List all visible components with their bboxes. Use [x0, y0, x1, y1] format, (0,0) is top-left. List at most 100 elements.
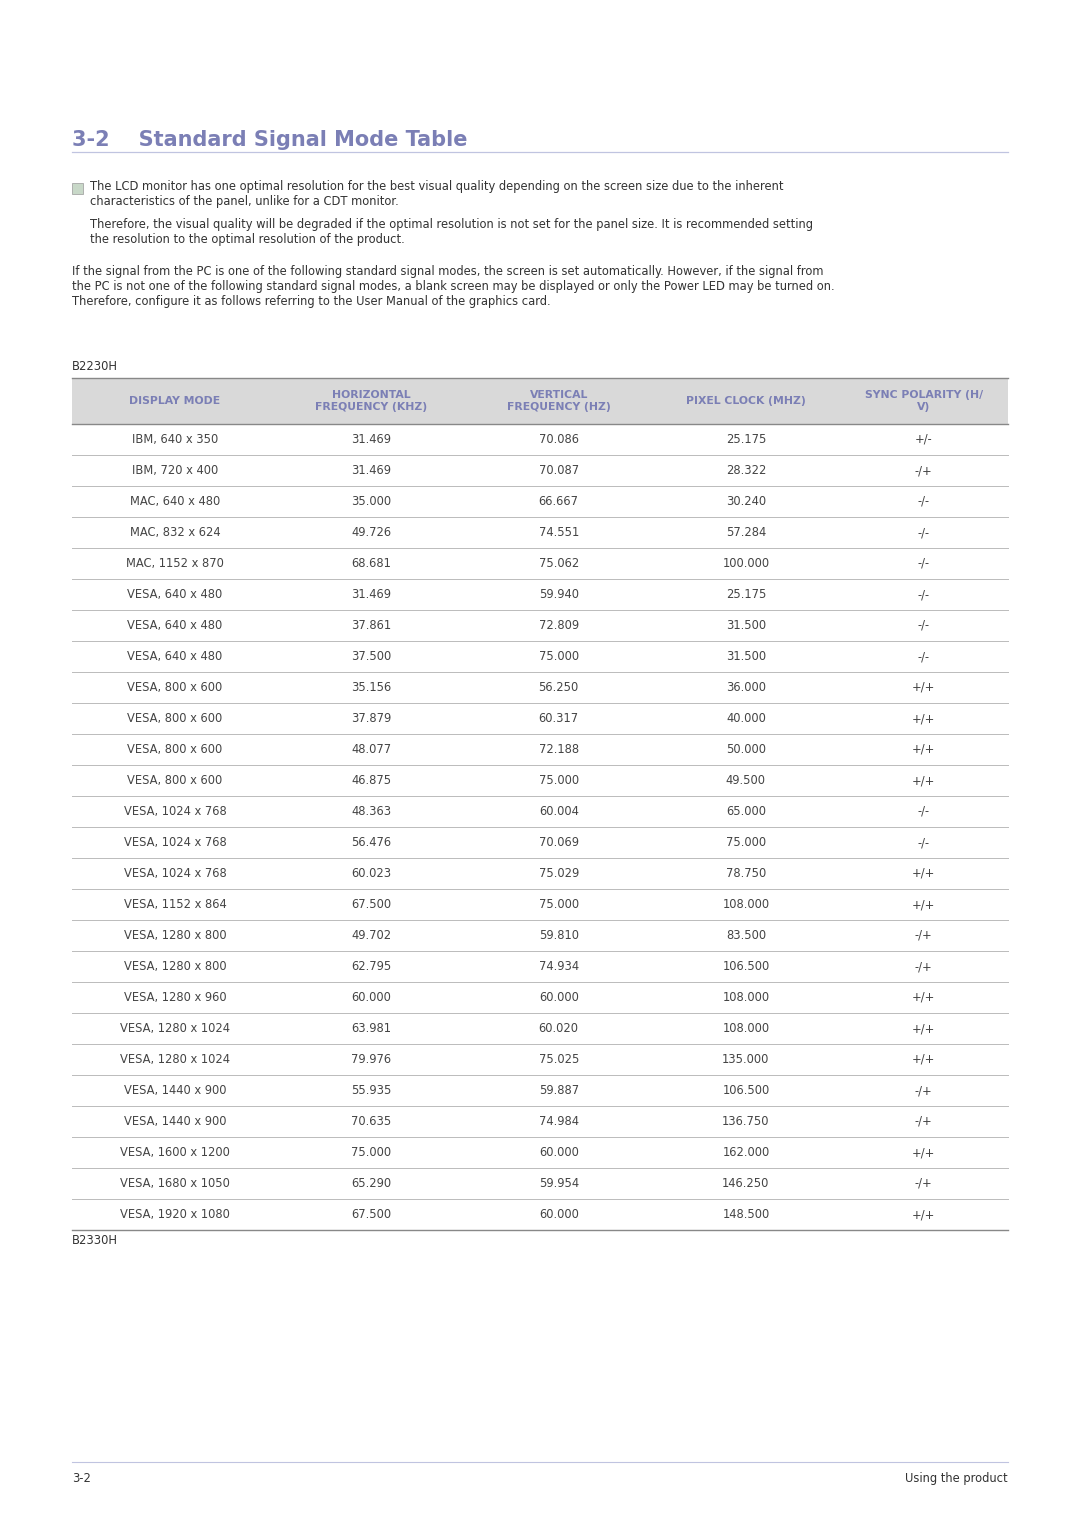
Text: 70.087: 70.087 — [539, 464, 579, 476]
Text: VESA, 1280 x 800: VESA, 1280 x 800 — [123, 928, 227, 942]
Text: 60.000: 60.000 — [539, 991, 579, 1003]
Text: -/-: -/- — [918, 588, 930, 602]
Text: 108.000: 108.000 — [723, 898, 769, 912]
Text: 68.681: 68.681 — [352, 557, 391, 570]
Text: 75.000: 75.000 — [539, 898, 579, 912]
Text: +/+: +/+ — [913, 1022, 935, 1035]
Text: VESA, 800 x 600: VESA, 800 x 600 — [127, 712, 222, 725]
Text: 136.750: 136.750 — [723, 1115, 770, 1128]
Text: 148.500: 148.500 — [723, 1208, 770, 1222]
Text: Therefore, the visual quality will be degraded if the optimal resolution is not : Therefore, the visual quality will be de… — [90, 218, 813, 246]
Text: 75.000: 75.000 — [539, 651, 579, 663]
Text: VESA, 800 x 600: VESA, 800 x 600 — [127, 774, 222, 786]
Text: 28.322: 28.322 — [726, 464, 766, 476]
Text: SYNC POLARITY (H/
V): SYNC POLARITY (H/ V) — [865, 391, 983, 412]
Text: 146.250: 146.250 — [723, 1177, 770, 1190]
Text: 162.000: 162.000 — [723, 1145, 770, 1159]
Text: 3-2: 3-2 — [72, 1472, 91, 1484]
Text: -/+: -/+ — [915, 464, 933, 476]
Text: VESA, 1024 x 768: VESA, 1024 x 768 — [123, 867, 227, 880]
Text: 106.500: 106.500 — [723, 960, 770, 973]
Text: 56.476: 56.476 — [351, 835, 392, 849]
Text: 31.469: 31.469 — [351, 464, 392, 476]
Text: +/+: +/+ — [913, 1208, 935, 1222]
Text: -/-: -/- — [918, 651, 930, 663]
Text: 46.875: 46.875 — [351, 774, 392, 786]
Text: 74.984: 74.984 — [539, 1115, 579, 1128]
Text: 31.469: 31.469 — [351, 434, 392, 446]
Text: 56.250: 56.250 — [539, 681, 579, 693]
Text: VESA, 1280 x 1024: VESA, 1280 x 1024 — [120, 1022, 230, 1035]
Bar — [72, 183, 83, 194]
Text: 3-2    Standard Signal Mode Table: 3-2 Standard Signal Mode Table — [72, 130, 468, 150]
Text: +/+: +/+ — [913, 712, 935, 725]
Text: +/+: +/+ — [913, 1145, 935, 1159]
Text: 49.726: 49.726 — [351, 525, 392, 539]
Text: +/+: +/+ — [913, 681, 935, 693]
Text: -/+: -/+ — [915, 928, 933, 942]
Text: 60.000: 60.000 — [352, 991, 391, 1003]
Text: VESA, 1440 x 900: VESA, 1440 x 900 — [124, 1115, 226, 1128]
Text: 60.317: 60.317 — [539, 712, 579, 725]
Text: 60.000: 60.000 — [539, 1208, 579, 1222]
Text: 62.795: 62.795 — [351, 960, 392, 973]
Text: 65.290: 65.290 — [351, 1177, 392, 1190]
Text: 37.861: 37.861 — [351, 618, 392, 632]
Text: 74.551: 74.551 — [539, 525, 579, 539]
Text: 70.086: 70.086 — [539, 434, 579, 446]
Text: 70.069: 70.069 — [539, 835, 579, 849]
Text: 72.188: 72.188 — [539, 744, 579, 756]
Text: 65.000: 65.000 — [726, 805, 766, 818]
Text: 31.500: 31.500 — [726, 618, 766, 632]
Text: -/-: -/- — [918, 557, 930, 570]
Text: 78.750: 78.750 — [726, 867, 766, 880]
Text: VESA, 1024 x 768: VESA, 1024 x 768 — [123, 835, 227, 849]
Text: 75.000: 75.000 — [351, 1145, 392, 1159]
Text: 66.667: 66.667 — [539, 495, 579, 508]
Text: 35.000: 35.000 — [351, 495, 392, 508]
Text: 35.156: 35.156 — [351, 681, 392, 693]
Text: VESA, 800 x 600: VESA, 800 x 600 — [127, 744, 222, 756]
Text: 25.175: 25.175 — [726, 588, 766, 602]
Text: B2230H: B2230H — [72, 360, 118, 373]
Text: 60.020: 60.020 — [539, 1022, 579, 1035]
Text: 72.809: 72.809 — [539, 618, 579, 632]
Text: +/+: +/+ — [913, 744, 935, 756]
Text: 60.023: 60.023 — [351, 867, 392, 880]
Text: 57.284: 57.284 — [726, 525, 766, 539]
Bar — [72, 379, 1008, 425]
Text: -/+: -/+ — [915, 1177, 933, 1190]
Text: IBM, 640 x 350: IBM, 640 x 350 — [132, 434, 218, 446]
Text: 60.004: 60.004 — [539, 805, 579, 818]
Text: -/-: -/- — [918, 525, 930, 539]
Text: 135.000: 135.000 — [723, 1054, 770, 1066]
Text: 37.879: 37.879 — [351, 712, 392, 725]
Text: -/-: -/- — [918, 805, 930, 818]
Text: 75.000: 75.000 — [726, 835, 766, 849]
Text: Using the product: Using the product — [905, 1472, 1008, 1484]
Text: -/-: -/- — [918, 495, 930, 508]
Text: VESA, 1024 x 768: VESA, 1024 x 768 — [123, 805, 227, 818]
Text: 75.025: 75.025 — [539, 1054, 579, 1066]
Text: 70.635: 70.635 — [351, 1115, 392, 1128]
Text: +/-: +/- — [915, 434, 933, 446]
Text: 74.934: 74.934 — [539, 960, 579, 973]
Text: 75.062: 75.062 — [539, 557, 579, 570]
Text: 59.887: 59.887 — [539, 1084, 579, 1096]
Text: 59.940: 59.940 — [539, 588, 579, 602]
Text: 31.500: 31.500 — [726, 651, 766, 663]
Text: 55.935: 55.935 — [351, 1084, 392, 1096]
Text: 60.000: 60.000 — [539, 1145, 579, 1159]
Text: 40.000: 40.000 — [726, 712, 766, 725]
Text: VESA, 1280 x 1024: VESA, 1280 x 1024 — [120, 1054, 230, 1066]
Text: VESA, 1920 x 1080: VESA, 1920 x 1080 — [120, 1208, 230, 1222]
Text: PIXEL CLOCK (MHZ): PIXEL CLOCK (MHZ) — [686, 395, 806, 406]
Text: 83.500: 83.500 — [726, 928, 766, 942]
Text: -/+: -/+ — [915, 960, 933, 973]
Text: 67.500: 67.500 — [351, 898, 392, 912]
Text: 59.954: 59.954 — [539, 1177, 579, 1190]
Text: VESA, 640 x 480: VESA, 640 x 480 — [127, 588, 222, 602]
Text: 106.500: 106.500 — [723, 1084, 770, 1096]
Text: 67.500: 67.500 — [351, 1208, 392, 1222]
Text: B2330H: B2330H — [72, 1234, 118, 1248]
